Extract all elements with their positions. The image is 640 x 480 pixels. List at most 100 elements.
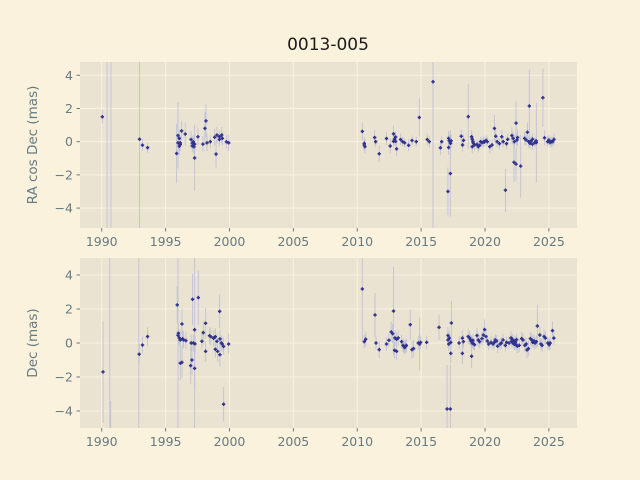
data-point [388,144,392,148]
data-point [480,336,484,341]
data-point [446,338,450,342]
data-point [220,136,225,141]
data-point [459,134,463,138]
gridlines [80,258,577,428]
data-point [190,297,195,302]
data-point [100,115,105,119]
data-point [514,121,518,125]
x-tick-label: 2010 [341,434,373,449]
data-point [524,138,528,142]
y-axis-label: RA cos Dec (mas) [25,86,41,205]
data-point [495,344,500,348]
data-point [431,80,435,84]
data-point [224,140,229,144]
data-point [477,339,482,344]
data-point [499,341,504,345]
data-point [512,160,516,164]
x-tick-labels: 1990 1995 2000 2005 2010 2015 2020 2025 [86,434,565,449]
data-point [461,339,466,344]
data-point [391,309,396,313]
x-tick-label: 2000 [214,234,246,249]
data-point [424,340,429,345]
x-tick-label: 2025 [533,434,565,449]
data-point [541,95,545,100]
y-tick-label: −2 [55,167,73,182]
data-point [507,341,511,345]
data-point [490,143,494,147]
data-point [448,171,453,176]
data-point [363,144,367,149]
data-point [482,327,487,332]
data-point [501,338,505,342]
data-points [101,287,556,411]
data-point [449,321,454,325]
data-point [518,164,523,168]
data-point [209,335,213,339]
data-point [220,342,224,346]
data-point [485,139,490,144]
data-point [517,343,521,348]
x-tick-label: 2015 [405,234,437,249]
x-tick-label: 2015 [405,434,437,449]
data-point [494,339,499,343]
data-point [191,140,196,144]
tick-marks [76,274,550,432]
data-point [447,342,451,346]
data-point [503,188,508,192]
y-tick-labels: −4 −2 0 2 4 [55,268,73,419]
data-point [547,138,551,142]
data-point [377,347,381,352]
data-point [475,142,479,147]
data-point [392,137,397,141]
data-point [204,119,208,123]
data-point [504,141,509,146]
data-point [551,139,555,144]
data-point [372,135,377,140]
data-point [394,349,399,354]
data-point [192,156,197,160]
data-point [384,342,389,346]
data-point [192,328,197,332]
data-point [192,142,197,146]
data-point [400,139,405,144]
data-point [530,137,535,141]
data-point [393,139,398,144]
data-point [188,363,193,368]
data-point [514,337,519,342]
data-point [392,348,397,353]
data-point [212,135,217,139]
y-tick-label: −2 [55,370,73,385]
data-point [448,407,453,411]
data-point [466,114,470,119]
data-point [460,351,465,356]
data-point [492,340,497,345]
y-tick-label: 2 [65,101,73,116]
data-point [470,144,474,149]
y-tick-label: 0 [65,336,73,351]
data-point [417,115,422,120]
data-point [174,151,179,156]
data-point [550,328,555,333]
data-point [527,104,532,108]
data-point [481,333,486,337]
x-tick-label: 1995 [150,234,182,249]
data-point [540,343,544,348]
data-point [180,322,184,326]
data-point [217,137,222,142]
y-tick-label: 2 [65,302,73,317]
data-point [526,346,531,351]
data-point [391,132,396,136]
data-point [203,321,208,325]
data-point [396,336,400,340]
data-point [189,137,193,142]
data-point [535,324,540,328]
data-point [398,137,403,142]
data-point [445,407,449,411]
data-point [203,349,208,354]
data-point [410,138,414,143]
data-point [427,139,432,144]
data-point [438,146,443,150]
data-point [528,141,532,146]
data-points [100,80,556,194]
